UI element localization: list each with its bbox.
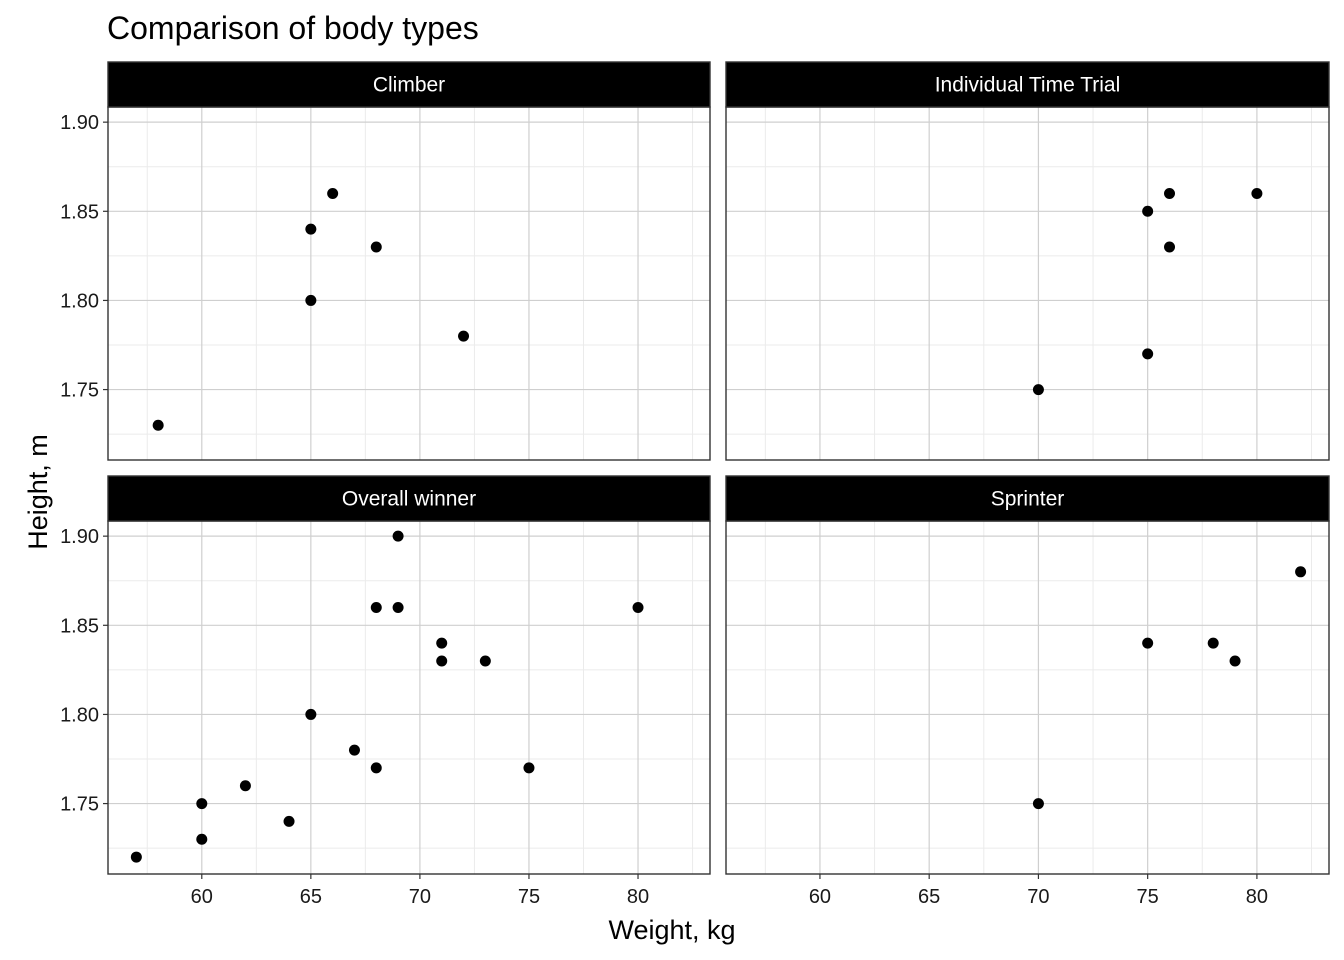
- y-tick-label: 1.75: [60, 380, 99, 402]
- data-point: [458, 330, 470, 342]
- facet-panel: Sprinter 60 65 70 75 80: [725, 475, 1330, 908]
- data-point: [283, 815, 295, 827]
- y-tick-label: 1.75: [60, 794, 99, 816]
- data-point: [196, 833, 208, 845]
- data-point: [370, 762, 382, 774]
- y-tick-label: 1.80: [60, 290, 99, 312]
- data-point: [196, 798, 208, 810]
- data-point: [1164, 187, 1176, 199]
- y-tick-label: 1.85: [60, 615, 99, 637]
- x-tick-label: 70: [1027, 886, 1049, 908]
- x-tick-label: 65: [918, 886, 940, 908]
- x-tick-label: 60: [809, 886, 831, 908]
- data-point: [1032, 798, 1044, 810]
- x-tick-label: 70: [409, 886, 431, 908]
- data-point: [523, 762, 535, 774]
- panel-border: [725, 106, 1330, 461]
- data-point: [370, 601, 382, 613]
- x-axis-label: Weight, kg: [608, 915, 736, 945]
- panel-border: [725, 520, 1330, 875]
- data-point: [152, 419, 164, 431]
- data-point: [632, 601, 644, 613]
- data-point: [305, 223, 317, 235]
- facet-panel: Overall winner 1.75 1.80 1.85 1.90 60 65 70 75 80: [60, 475, 711, 908]
- data-point: [327, 187, 339, 199]
- facet-strip-label: Overall winner: [342, 488, 476, 511]
- x-tick-label: 80: [1246, 886, 1268, 908]
- data-point: [1229, 655, 1241, 667]
- facet-strip-label: Sprinter: [991, 488, 1065, 511]
- data-point: [239, 780, 251, 792]
- panel-border: [107, 520, 711, 875]
- y-tick-label: 1.90: [60, 526, 99, 548]
- y-tick-label: 1.85: [60, 201, 99, 223]
- y-tick-label: 1.90: [60, 112, 99, 134]
- y-tick-label: 1.80: [60, 704, 99, 726]
- data-point: [392, 601, 404, 613]
- data-point: [479, 655, 491, 667]
- x-tick-label: 80: [627, 886, 649, 908]
- facet-strip: [107, 475, 711, 522]
- data-point: [348, 744, 360, 756]
- data-point: [1142, 205, 1154, 217]
- facet-strip-label: Climber: [373, 74, 445, 97]
- facet-strip: [725, 61, 1330, 108]
- data-point: [305, 294, 317, 306]
- data-point: [370, 241, 382, 253]
- facet-panel: Individual Time Trial: [725, 61, 1330, 461]
- data-point: [1295, 566, 1307, 578]
- data-point: [1142, 637, 1154, 649]
- panel-border: [107, 106, 711, 461]
- facet-panel: Climber 1.75 1.80 1.85 1.90: [60, 61, 711, 461]
- x-tick-label: 75: [1137, 886, 1159, 908]
- x-tick-label: 65: [300, 886, 322, 908]
- y-axis-label: Height, m: [23, 434, 53, 550]
- x-tick-label: 60: [191, 886, 213, 908]
- data-point: [1032, 384, 1044, 396]
- data-point: [130, 851, 142, 863]
- facet-strip: [107, 61, 711, 108]
- data-point: [1207, 637, 1219, 649]
- data-point: [392, 530, 404, 542]
- chart-title: Comparison of body types: [107, 10, 479, 46]
- data-point: [1251, 187, 1263, 199]
- facet-strip: [725, 475, 1330, 522]
- x-tick-label: 75: [518, 886, 540, 908]
- data-point: [436, 655, 448, 667]
- data-point: [1142, 348, 1154, 360]
- data-point: [305, 708, 317, 720]
- data-point: [1164, 241, 1176, 253]
- data-point: [436, 637, 448, 649]
- facet-strip-label: Individual Time Trial: [935, 74, 1121, 97]
